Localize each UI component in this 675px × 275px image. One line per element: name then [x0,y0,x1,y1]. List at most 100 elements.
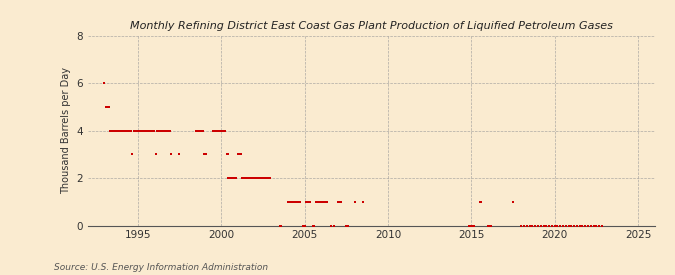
Point [131,128,142,133]
Point [335,200,346,204]
Point [572,223,583,228]
Point [284,200,295,204]
Point [164,128,175,133]
Point [230,176,240,180]
Point [294,200,304,204]
Point [248,176,259,180]
Point [113,128,124,133]
Point [207,128,218,133]
Point [549,223,560,228]
Point [298,223,308,228]
Point [136,128,147,133]
Point [119,128,130,133]
Point [199,152,210,156]
Point [99,81,110,85]
Point [299,223,310,228]
Point [151,152,161,156]
Point [244,176,254,180]
Point [152,128,163,133]
Point [316,200,327,204]
Point [522,223,533,228]
Point [466,223,477,228]
Point [211,128,222,133]
Point [142,128,153,133]
Point [544,223,555,228]
Point [476,200,487,204]
Point [238,176,249,180]
Point [558,223,568,228]
Point [240,176,250,180]
Point [254,176,265,180]
Point [250,176,261,180]
Point [237,176,248,180]
Point [163,128,173,133]
Point [106,128,117,133]
Point [583,223,593,228]
Point [135,128,146,133]
Point [518,223,529,228]
Point [138,128,148,133]
Point [560,223,571,228]
Point [566,223,576,228]
Point [484,223,495,228]
Point [194,128,205,133]
Point [533,223,543,228]
Point [174,152,185,156]
Point [223,152,234,156]
Text: Source: U.S. Energy Information Administration: Source: U.S. Energy Information Administ… [54,263,268,272]
Point [312,200,323,204]
Point [232,152,243,156]
Point [234,152,244,156]
Point [161,128,172,133]
Point [128,128,139,133]
Point [535,223,546,228]
Point [107,128,118,133]
Point [221,152,232,156]
Point [552,223,563,228]
Point [333,200,344,204]
Point [574,223,585,228]
Point [320,200,331,204]
Point [262,176,273,180]
Point [215,128,225,133]
Point [126,128,136,133]
Point [274,223,285,228]
Point [115,128,126,133]
Point [122,128,132,133]
Point [123,128,134,133]
Point [468,223,479,228]
Point [220,128,231,133]
Point [483,223,493,228]
Point [145,128,156,133]
Point [235,152,246,156]
Point [547,223,558,228]
Point [597,223,608,228]
Point [253,176,264,180]
Point [290,200,300,204]
Point [530,223,541,228]
Point [241,176,252,180]
Point [192,128,203,133]
Point [149,128,160,133]
Point [134,128,144,133]
Point [216,128,227,133]
Point [585,223,596,228]
Point [223,176,234,180]
Point [577,223,588,228]
Point [591,223,602,228]
Point [102,105,113,109]
Point [105,128,115,133]
Point [231,176,242,180]
Point [342,223,353,228]
Point [588,223,599,228]
Point [146,128,157,133]
Point [166,152,177,156]
Point [524,223,535,228]
Point [541,223,551,228]
Point [109,128,119,133]
Point [328,223,339,228]
Point [114,128,125,133]
Point [464,223,475,228]
Point [148,128,159,133]
Point [321,200,332,204]
